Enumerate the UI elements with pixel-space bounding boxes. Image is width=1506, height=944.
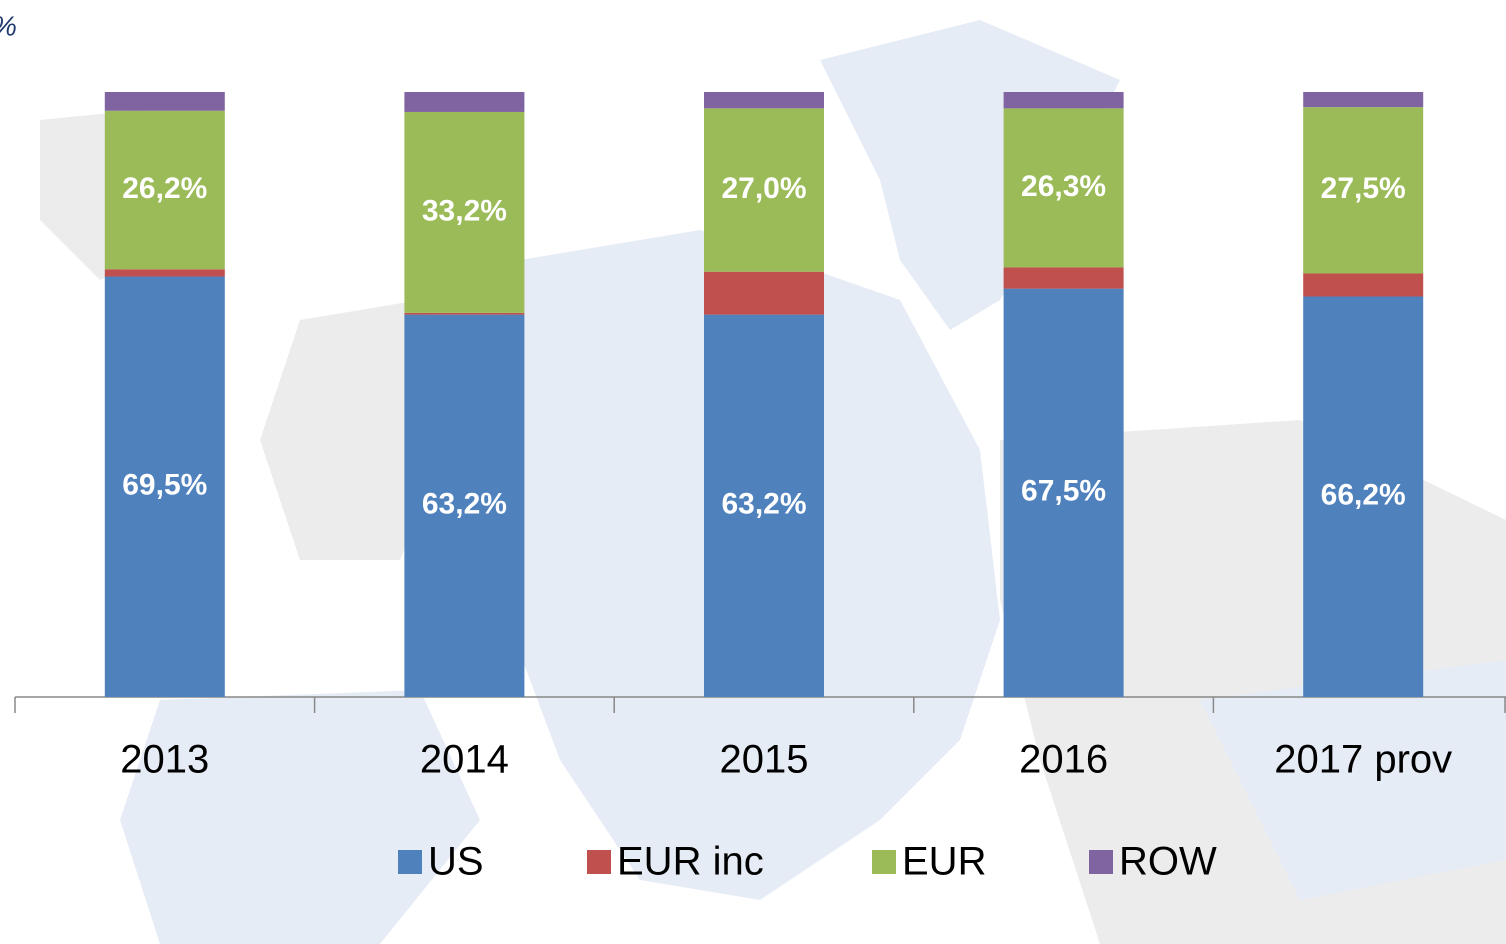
legend-label: US <box>428 840 484 884</box>
bar-segment <box>704 92 824 109</box>
data-label: 69,5% <box>122 469 207 502</box>
bar-segment <box>104 276 225 697</box>
data-label: 27,0% <box>721 172 806 205</box>
bar-segment <box>404 92 525 112</box>
bar-segment <box>104 110 225 270</box>
bar-segment <box>1303 296 1424 697</box>
data-label: 33,2% <box>422 194 507 227</box>
bar-segment <box>704 314 824 697</box>
bar-segment <box>104 269 225 277</box>
bar-segment <box>1303 273 1424 297</box>
bar-segment <box>704 108 824 272</box>
x-tick-label: 2017 prov <box>1274 738 1452 782</box>
legend-label: ROW <box>1119 840 1217 884</box>
data-label: 66,2% <box>1321 479 1406 512</box>
bar-segment <box>1303 92 1424 108</box>
data-label: 63,2% <box>721 488 806 521</box>
bar-segment <box>1003 288 1124 697</box>
bar-segment <box>1003 92 1124 109</box>
bar-segment <box>404 111 525 313</box>
data-label: 26,3% <box>1021 170 1106 203</box>
bar-segment <box>1003 267 1124 289</box>
data-label: 27,5% <box>1321 172 1406 205</box>
bar-segment <box>104 92 225 111</box>
bar-segment <box>704 271 824 315</box>
x-tick-label: 2015 <box>720 738 809 782</box>
legend-swatch <box>398 850 422 874</box>
data-label: 67,5% <box>1021 475 1106 508</box>
legend-swatch <box>872 850 896 874</box>
x-tick-label: 2013 <box>120 738 209 782</box>
data-label: 63,2% <box>422 488 507 521</box>
bar-segment <box>1003 108 1124 268</box>
data-label: 26,2% <box>122 172 207 205</box>
bar-segment <box>1303 107 1424 274</box>
x-tick-label: 2014 <box>420 738 509 782</box>
bar-segment <box>404 312 525 315</box>
legend-swatch <box>587 850 611 874</box>
legend-label: EUR inc <box>617 840 764 884</box>
legend-swatch <box>1089 850 1113 874</box>
legend-label: EUR <box>902 840 986 884</box>
x-tick-label: 2016 <box>1019 738 1108 782</box>
bar-segment <box>404 314 525 697</box>
y-unit: % <box>0 10 17 41</box>
